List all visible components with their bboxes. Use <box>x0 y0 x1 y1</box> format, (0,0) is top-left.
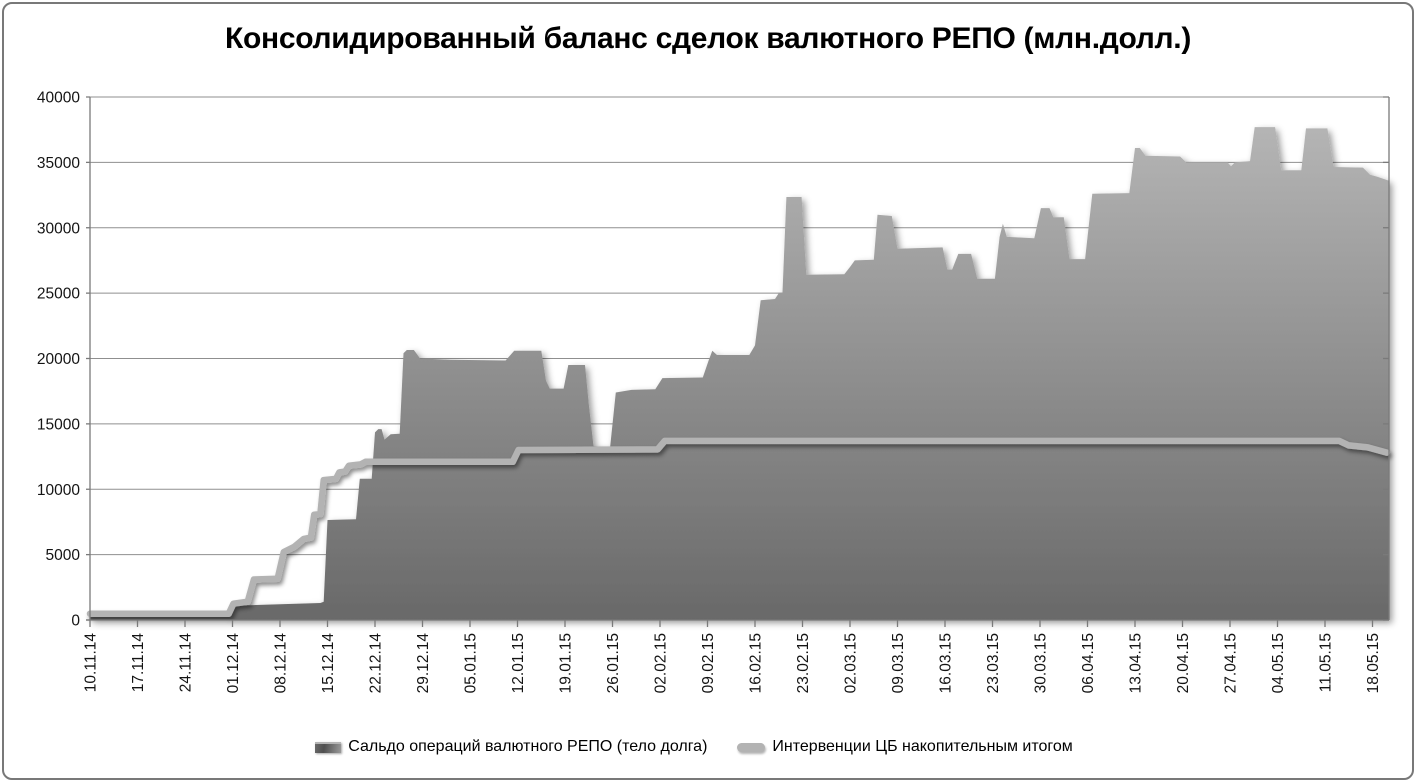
y-tick-label: 0 <box>71 613 80 630</box>
line-series-cb-interventions <box>86 437 1391 617</box>
legend-item-repo-balance: Сальдо операций валютного РЕПО (тело дол… <box>315 738 707 756</box>
x-tick-label: 08.12.14 <box>273 633 290 694</box>
x-tick-label: 05.01.15 <box>463 633 480 693</box>
tick-marks <box>86 96 1389 627</box>
x-tick-label: 20.04.15 <box>1175 633 1192 693</box>
x-tick-label: 22.12.14 <box>368 633 385 694</box>
x-tick-label: 02.03.15 <box>843 633 860 693</box>
x-tick-label: 24.11.14 <box>178 633 195 693</box>
x-tick-label: 18.05.15 <box>1365 633 1382 693</box>
y-tick-label: 40000 <box>37 90 80 107</box>
legend-label-repo-balance: Сальдо операций валютного РЕПО (тело дол… <box>348 738 708 755</box>
y-tick-label: 20000 <box>37 351 80 368</box>
x-tick-label: 23.02.15 <box>795 633 812 693</box>
y-tick-label: 35000 <box>37 155 80 172</box>
y-axis-labels: 0 5000 10000 15000 20000 25000 30000 35000 40000 <box>37 90 80 630</box>
area-series-repo-balance <box>90 127 1390 620</box>
x-tick-label: 16.02.15 <box>748 633 765 693</box>
y-tick-label: 5000 <box>46 547 81 564</box>
chart-plot: 0 5000 10000 15000 20000 25000 30000 35000 40000… <box>37 90 1391 694</box>
legend-item-cb-interventions: Интервенции ЦБ накопительным итогом <box>737 738 1073 756</box>
legend: Сальдо операций валютного РЕПО (тело дол… <box>4 738 1398 756</box>
x-tick-label: 09.02.15 <box>700 633 717 693</box>
x-tick-label: 17.11.14 <box>130 633 147 693</box>
x-tick-label: 12.01.15 <box>510 633 527 693</box>
x-tick-label: 16.03.15 <box>938 633 955 693</box>
x-tick-label: 29.12.14 <box>415 633 432 694</box>
chart-title: Консолидированный баланс сделок валютног… <box>224 22 1192 55</box>
x-tick-label: 27.04.15 <box>1223 633 1240 693</box>
x-tick-label: 02.02.15 <box>653 633 670 693</box>
x-tick-label: 11.05.15 <box>1318 633 1335 692</box>
x-tick-label: 15.12.14 <box>320 633 337 694</box>
x-tick-label: 26.01.15 <box>605 633 622 693</box>
x-tick-label: 04.05.15 <box>1270 633 1287 693</box>
x-tick-label: 23.03.15 <box>985 633 1002 693</box>
y-tick-label: 25000 <box>37 286 80 303</box>
legend-label-cb-interventions: Интервенции ЦБ накопительным итогом <box>772 738 1073 755</box>
x-axis-labels: 10.11.14 17.11.14 24.11.14 01.12.14 08.12.14… <box>83 633 1383 694</box>
area-series-swatch-icon <box>315 741 342 753</box>
x-tick-label: 01.12.14 <box>225 633 242 694</box>
y-tick-label: 30000 <box>37 220 80 237</box>
x-tick-label: 10.11.14 <box>83 633 100 693</box>
x-tick-label: 13.04.15 <box>1128 633 1145 693</box>
x-tick-label: 09.03.15 <box>890 633 907 693</box>
x-tick-label: 06.04.15 <box>1080 633 1097 693</box>
y-tick-label: 10000 <box>37 482 80 499</box>
x-tick-label: 19.01.15 <box>558 633 575 693</box>
y-tick-label: 15000 <box>37 416 80 433</box>
line-series-swatch-icon <box>737 742 766 752</box>
x-tick-label: 30.03.15 <box>1033 633 1050 693</box>
